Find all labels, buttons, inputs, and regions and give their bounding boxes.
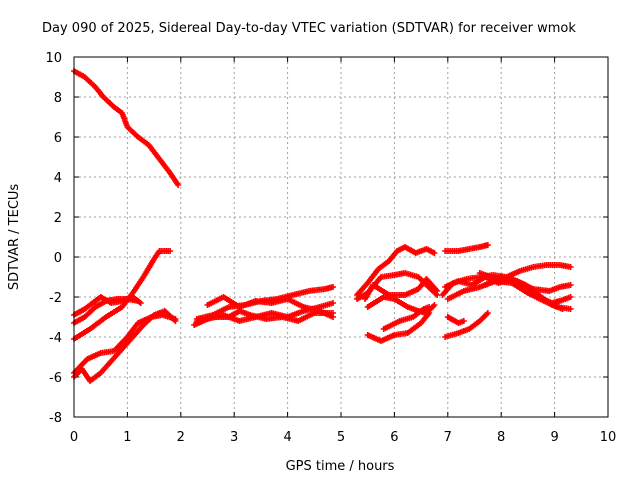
series-13	[364, 294, 438, 316]
data-point	[567, 264, 574, 270]
x-tick-label: 8	[497, 430, 505, 445]
x-tick-label: 1	[123, 430, 131, 445]
x-tick-labels: 0 1 2 3 4 5 6 7 8 9 10	[70, 430, 616, 445]
data-point	[431, 302, 438, 308]
data-point	[484, 310, 491, 316]
y-axis-label: SDTVAR / TECUs	[7, 184, 22, 291]
series-0	[71, 68, 182, 188]
grid	[73, 56, 609, 418]
data-point	[426, 310, 433, 316]
y-tick-label: 6	[54, 131, 62, 146]
y-tick-label: 8	[54, 91, 62, 106]
series-9	[204, 294, 336, 320]
x-tick-label: 2	[177, 430, 185, 445]
data-point	[431, 250, 438, 256]
data-point	[172, 316, 179, 322]
data-point	[175, 182, 182, 188]
series-23	[482, 274, 574, 294]
data-point	[460, 318, 467, 324]
y-tick-labels: 10 8 6 4 2 0 -2 -4 -6 -8	[45, 51, 62, 426]
y-tick-label: -2	[49, 291, 62, 306]
data-point	[434, 288, 441, 294]
series-4	[71, 308, 179, 384]
series-15	[380, 304, 433, 332]
series-5	[71, 312, 179, 376]
data-point	[484, 242, 491, 248]
chart-title: Day 090 of 2025, Sidereal Day-to-day VTE…	[42, 21, 576, 36]
data-point	[567, 282, 574, 288]
data-point	[329, 284, 336, 290]
y-tick-label: 10	[45, 51, 62, 66]
y-tick-label: 0	[54, 251, 62, 266]
data-point	[167, 248, 174, 254]
y-tick-label: -4	[49, 331, 62, 346]
data-point	[567, 306, 574, 312]
y-tick-label: 4	[54, 171, 62, 186]
series-1	[71, 248, 174, 342]
series-3	[71, 294, 144, 318]
data-point	[137, 300, 144, 306]
data-point	[329, 300, 336, 306]
series-16	[442, 242, 491, 254]
series-14	[364, 310, 433, 344]
x-tick-label: 7	[444, 430, 452, 445]
data-point	[329, 314, 336, 320]
y-tick-label: -8	[49, 411, 62, 426]
data-marks	[71, 68, 574, 384]
x-tick-label: 6	[390, 430, 398, 445]
series-20	[444, 314, 467, 326]
plot-frame	[73, 56, 609, 418]
y-tick-label: 2	[54, 211, 62, 226]
series-12	[362, 276, 441, 302]
data-point	[567, 294, 574, 300]
x-axis-label: GPS time / hours	[286, 459, 395, 474]
y-tick-label: -6	[49, 371, 62, 386]
series-10	[354, 244, 438, 298]
x-tick-label: 10	[600, 430, 617, 445]
x-tick-label: 0	[70, 430, 78, 445]
x-tick-label: 9	[550, 430, 558, 445]
x-tick-label: 5	[337, 430, 345, 445]
series-21	[442, 310, 491, 340]
data-point	[426, 304, 433, 310]
x-tick-label: 4	[283, 430, 291, 445]
x-tick-label: 3	[230, 430, 238, 445]
series-8	[193, 308, 336, 324]
